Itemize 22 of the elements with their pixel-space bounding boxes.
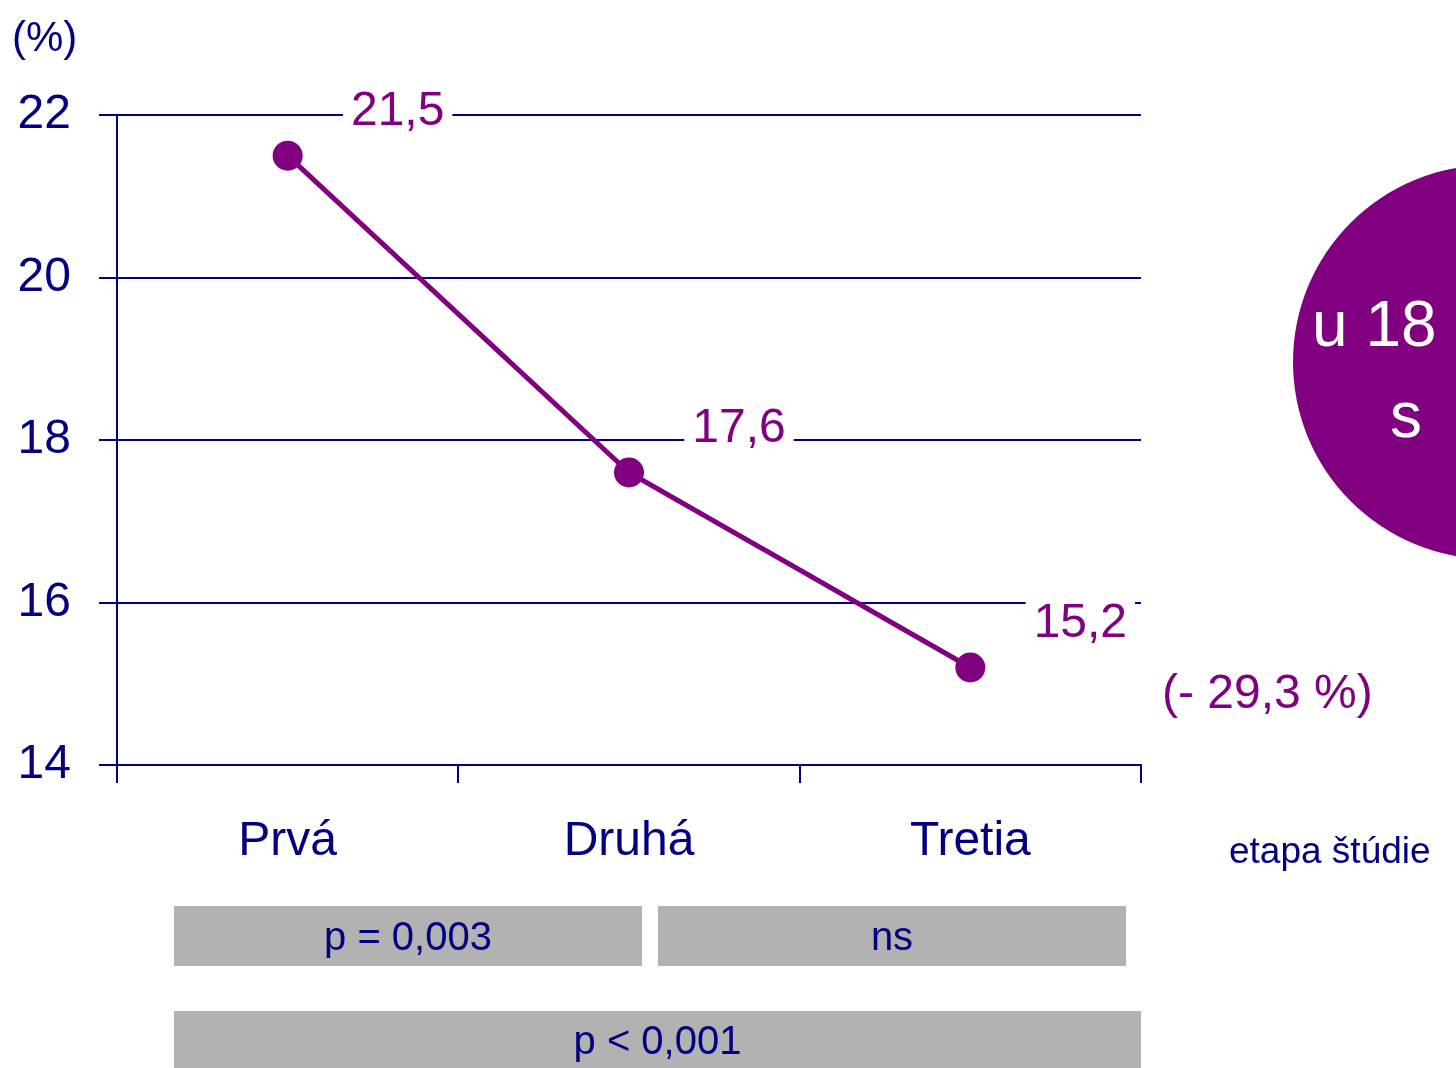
data-label: 15,2 (1033, 593, 1128, 647)
point (955, 652, 986, 683)
point (272, 140, 303, 171)
y-tick-label: 16 (17, 572, 71, 626)
y-tick-label: 20 (17, 247, 71, 301)
text: u 18 (1312, 288, 1437, 360)
x-tick-label: Druhá (563, 812, 695, 866)
y-tick-label: 22 (17, 85, 71, 139)
y-axis-title: (%) (12, 13, 78, 60)
note-box: p < 0,001 (174, 1011, 1141, 1068)
y-tick-label: 14 (17, 735, 71, 789)
text: (- 29,3 %) (1162, 665, 1373, 718)
note-box: ns (658, 906, 1126, 966)
point (614, 457, 644, 488)
data-label: 17,6 (692, 398, 786, 452)
x-tick-label: Prvá (238, 812, 338, 866)
note-box: p = 0,003 (174, 906, 642, 966)
x-tick-label: Tretia (909, 812, 1032, 866)
text: s (1390, 379, 1422, 451)
data-label: 21,5 (350, 81, 445, 135)
x-axis-title: etapa štúdie (1229, 830, 1431, 871)
y-tick-label: 18 (17, 410, 71, 464)
